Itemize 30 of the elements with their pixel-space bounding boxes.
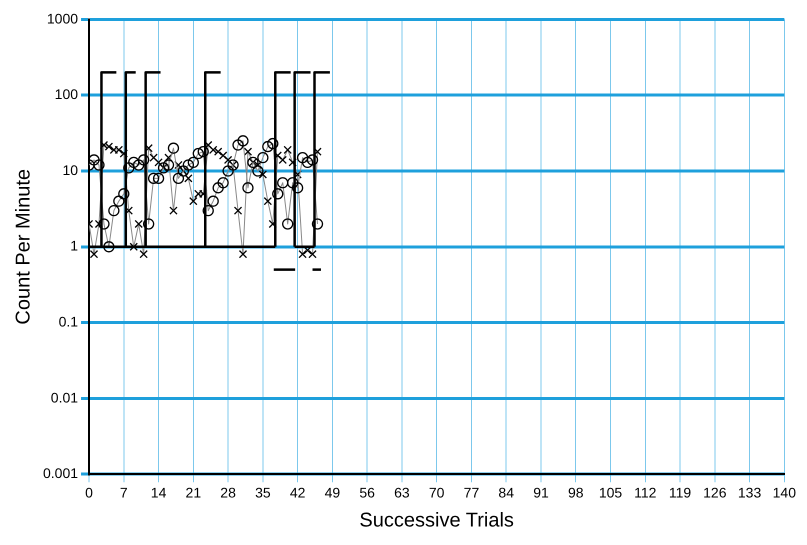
x-tick-label: 91 [533,484,549,500]
x-tick-label: 35 [255,484,271,500]
x-tick-label: 56 [359,484,376,500]
x-tick-label: 70 [428,484,445,500]
x-tick-label: 7 [120,484,128,500]
x-tick-label: 119 [668,484,692,500]
y-tick-label: 1 [70,238,78,254]
x-tick-label: 0 [85,484,94,500]
x-tick-label: 140 [772,484,796,500]
y-tick-label: 1000 [46,10,78,26]
x-tick-label: 133 [738,484,762,500]
y-tick-label: 10 [62,162,78,178]
y-tick-label: 100 [54,86,78,102]
x-tick-label: 49 [324,484,340,500]
x-tick-label: 77 [464,484,480,500]
y-tick-label: 0.01 [50,389,78,406]
y-tick-label: 0.1 [58,313,78,330]
x-tick-label: 84 [498,484,514,500]
x-tick-label: 112 [634,484,657,500]
x-tick-label: 105 [598,484,622,500]
x-tick-label: 42 [290,484,306,500]
x-tick-label: 21 [186,484,202,500]
x-tick-label: 14 [150,484,167,500]
x-tick-label: 28 [220,484,236,500]
y-tick-label: 0.001 [42,465,78,482]
y-axis-title: Count Per Minute [12,168,35,325]
x-tick-label: 98 [568,484,584,500]
x-tick-label: 126 [703,484,727,500]
x-tick-label: 63 [394,484,410,500]
x-axis-title: Successive Trials [359,510,514,532]
